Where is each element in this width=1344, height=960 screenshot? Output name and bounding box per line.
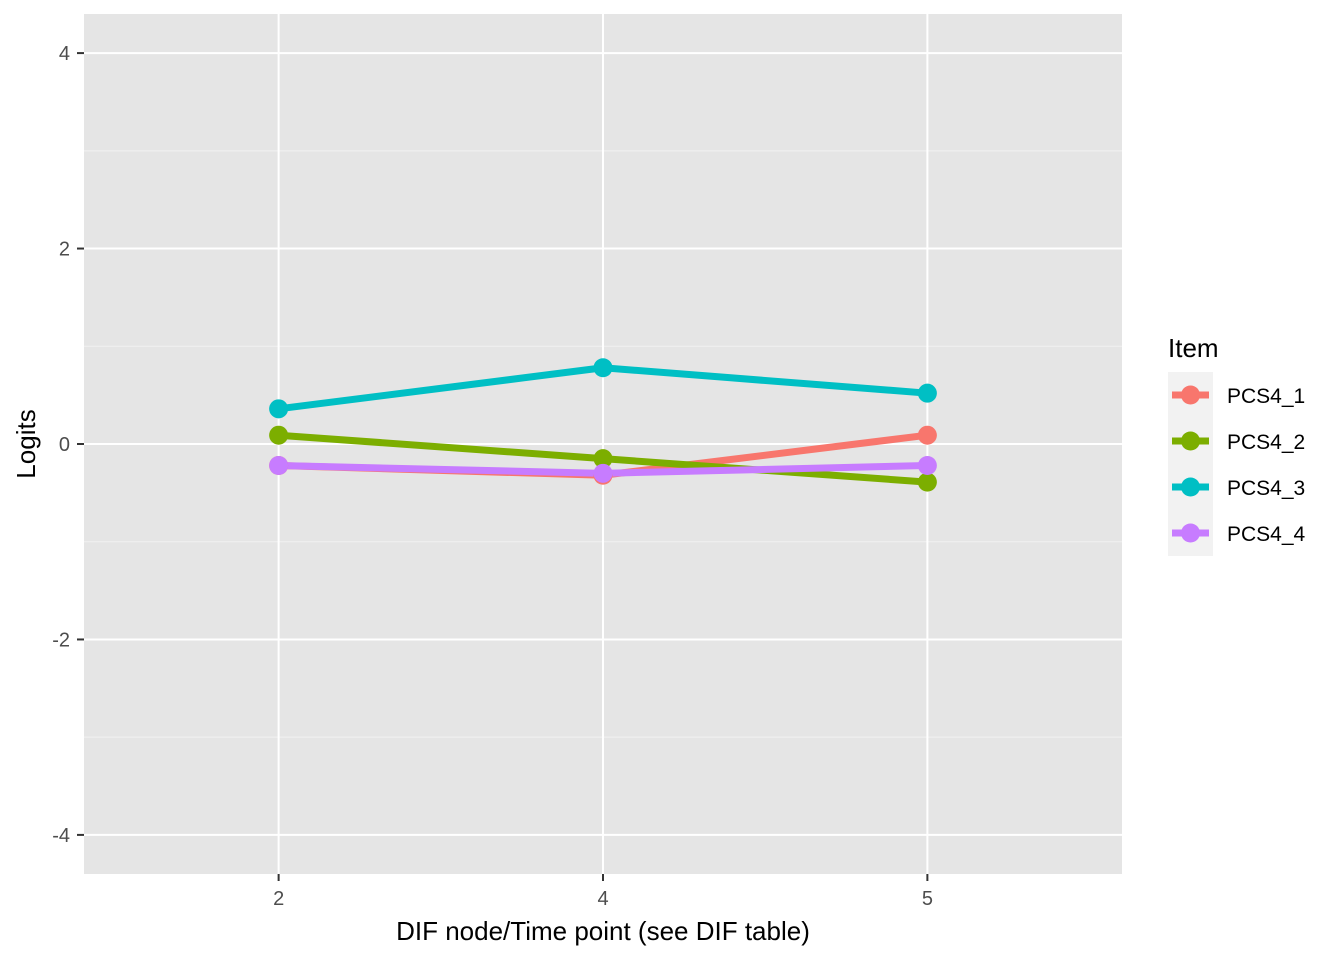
legend-item: PCS4_1 [1172, 385, 1305, 408]
legend-label: PCS4_2 [1227, 431, 1305, 454]
legend-key-point [1181, 523, 1200, 543]
legend-item: PCS4_2 [1172, 431, 1305, 454]
data-point-PCS4_1 [917, 425, 937, 445]
x-axis-title: DIF node/Time point (see DIF table) [396, 916, 810, 946]
legend: Item PCS4_1 PCS4_2 PCS4_3 PCS4_4 [1168, 333, 1306, 556]
legend-item: PCS4_3 [1172, 477, 1305, 500]
x-tick-label: 5 [922, 888, 933, 910]
x-tick-label: 2 [273, 888, 284, 910]
legend-key-point [1181, 431, 1200, 451]
y-tick-label: 4 [59, 43, 70, 65]
data-point-PCS4_4 [593, 463, 613, 483]
data-point-PCS4_3 [593, 358, 613, 378]
legend-label: PCS4_3 [1227, 477, 1305, 500]
data-point-PCS4_4 [917, 456, 937, 475]
y-axis-title: Logits [11, 409, 41, 478]
y-axis: 4 2 0 -2 -4 [52, 43, 84, 847]
legend-key-point [1181, 385, 1200, 405]
y-tick-label: 2 [59, 239, 70, 261]
data-point-PCS4_2 [593, 449, 613, 469]
legend-label: PCS4_4 [1227, 523, 1306, 546]
data-point-PCS4_3 [917, 383, 937, 403]
legend-label: PCS4_1 [1227, 385, 1305, 408]
series-points [269, 358, 937, 492]
y-tick-label: 0 [59, 434, 70, 456]
legend-title: Item [1168, 333, 1219, 363]
legend-item: PCS4_4 [1172, 523, 1306, 546]
data-point-PCS4_2 [269, 425, 289, 445]
data-point-PCS4_3 [269, 399, 289, 419]
x-tick-label: 4 [597, 888, 608, 910]
data-point-PCS4_4 [269, 456, 289, 475]
legend-key-point [1181, 477, 1200, 497]
x-axis: 2 4 5 [273, 874, 933, 910]
y-tick-label: -4 [52, 825, 70, 847]
y-tick-label: -2 [52, 629, 70, 651]
data-point-PCS4_2 [917, 472, 937, 492]
